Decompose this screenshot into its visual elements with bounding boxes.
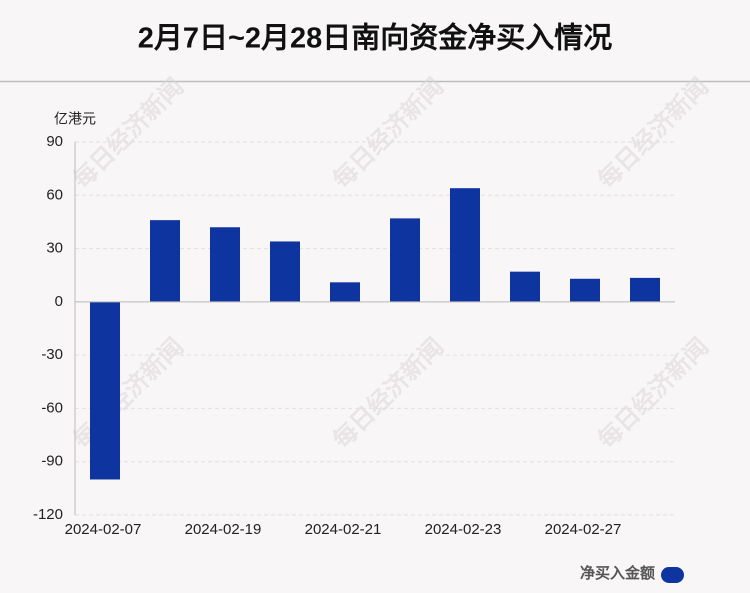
x-tick-label: 2024-02-07 [65,521,142,538]
chart-title: 2月7日~2月28日南向资金净买入情况 [138,21,613,55]
y-tick-label: -90 [41,453,63,470]
y-tick-label: -30 [41,346,63,363]
bar [270,241,300,302]
y-tick-label: 0 [55,293,63,310]
bar [450,188,480,302]
bar [510,271,540,302]
legend-label: 净买入金额 [580,564,655,582]
bar [330,282,360,302]
x-tick-label: 2024-02-19 [185,521,262,538]
y-tick-label: 90 [46,133,63,150]
bar [570,278,600,302]
bar [630,277,660,302]
y-axis-label: 亿港元 [54,111,96,127]
y-tick-label: -60 [41,399,63,416]
bar [150,220,180,302]
bar [390,218,420,302]
y-tick-label: 60 [46,186,63,203]
y-tick-label: -120 [33,506,63,523]
x-tick-label: 2024-02-21 [305,521,382,538]
bar [210,227,240,302]
legend-swatch [661,567,684,583]
x-tick-label: 2024-02-27 [545,521,622,538]
x-tick-label: 2024-02-23 [425,521,502,538]
bar [90,301,120,480]
y-tick-label: 30 [46,240,63,257]
